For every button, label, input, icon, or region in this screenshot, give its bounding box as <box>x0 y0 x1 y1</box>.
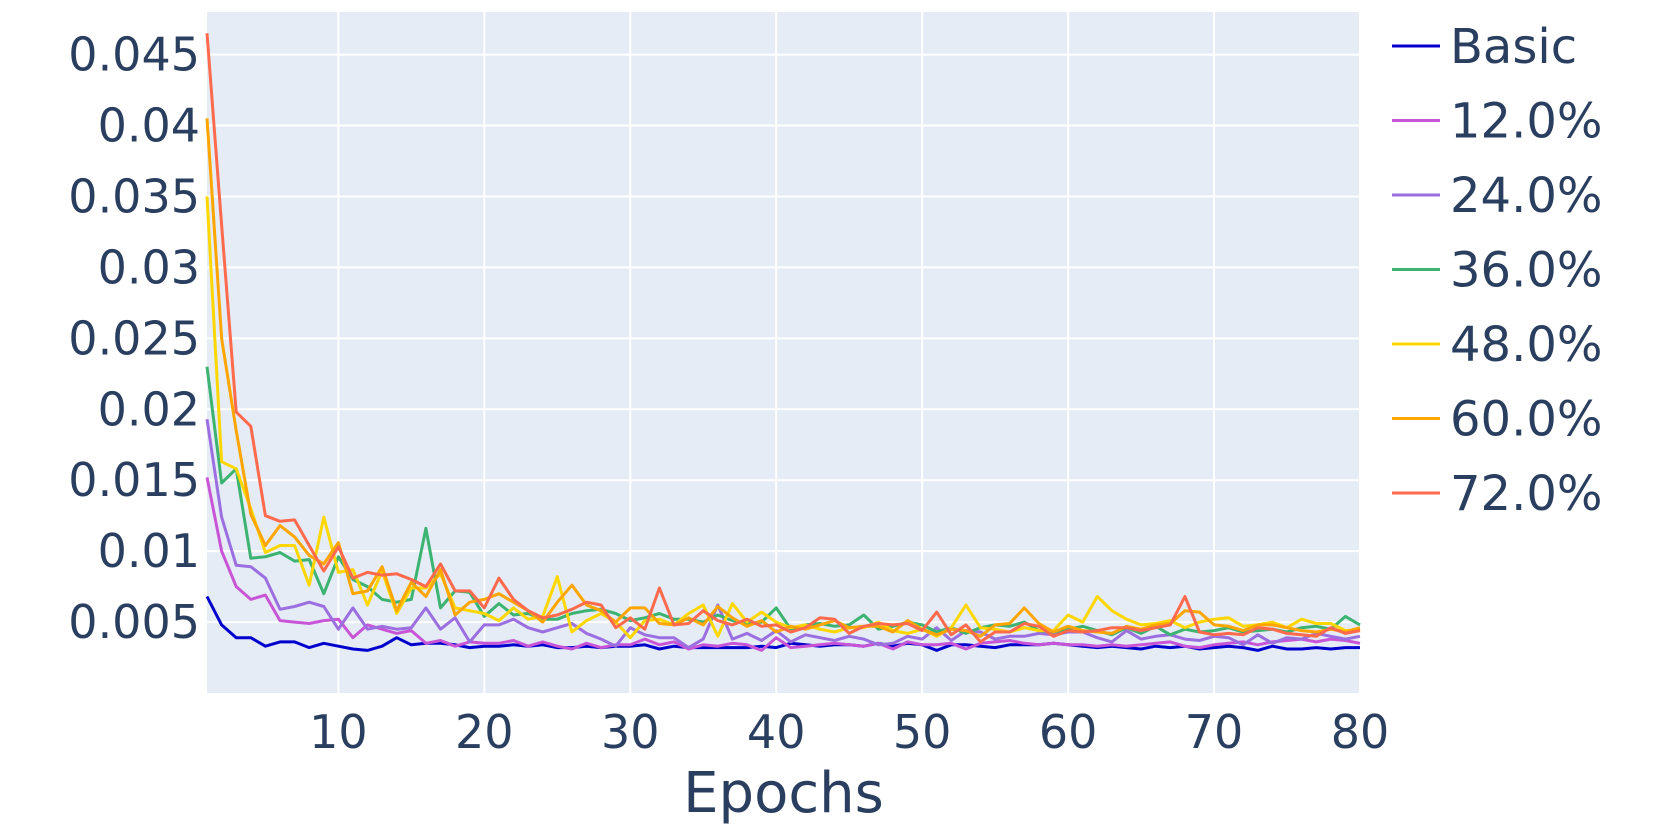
legend[interactable]: Basic 12.0% 24.0% 36.0% 48.0% 60.0% 72.0% <box>1392 19 1602 522</box>
legend-item[interactable]: 72.0% <box>1392 466 1602 522</box>
y-axis-ticks: 0.005 0.01 0.015 0.02 0.025 0.03 0.035 0.04 0.04… <box>68 28 200 650</box>
x-tick-label: 50 <box>893 705 952 759</box>
y-tick-label: 0.035 <box>68 169 200 223</box>
x-tick-label: 20 <box>455 705 514 759</box>
x-tick-label: 80 <box>1331 705 1390 759</box>
y-tick-label: 0.005 <box>68 595 200 649</box>
legend-label: 60.0% <box>1450 392 1602 448</box>
y-tick-label: 0.01 <box>98 524 200 578</box>
legend-item[interactable]: 12.0% <box>1392 94 1602 150</box>
y-tick-label: 0.015 <box>68 453 200 507</box>
y-tick-label: 0.03 <box>98 240 200 294</box>
x-tick-label: 60 <box>1039 705 1098 759</box>
x-tick-label: 10 <box>309 705 368 759</box>
y-tick-label: 0.02 <box>98 382 200 436</box>
series-line-6 <box>205 33 1361 644</box>
legend-label: 24.0% <box>1450 168 1602 224</box>
legend-label: 36.0% <box>1450 243 1602 299</box>
legend-item[interactable]: 60.0% <box>1392 392 1602 448</box>
x-axis-title: Epochs <box>683 761 884 826</box>
legend-label: 72.0% <box>1450 466 1602 522</box>
grid-lines <box>207 12 1361 693</box>
legend-item[interactable]: 24.0% <box>1392 168 1602 224</box>
legend-label: 12.0% <box>1450 94 1602 150</box>
legend-label: 48.0% <box>1450 317 1602 373</box>
x-tick-label: 30 <box>601 705 660 759</box>
x-axis-ticks: 10 20 30 40 50 60 70 80 <box>309 705 1389 759</box>
y-tick-label: 0.04 <box>98 99 200 153</box>
series-line-3 <box>205 366 1361 637</box>
legend-item[interactable]: Basic <box>1392 19 1577 75</box>
y-tick-label: 0.025 <box>68 311 200 365</box>
series-lines <box>205 33 1361 652</box>
plot-background <box>207 12 1360 693</box>
legend-item[interactable]: 36.0% <box>1392 243 1602 299</box>
series-line-4 <box>205 196 1361 640</box>
x-tick-label: 40 <box>747 705 806 759</box>
x-tick-label: 70 <box>1185 705 1244 759</box>
y-tick-label: 0.045 <box>68 28 200 82</box>
legend-item[interactable]: 48.0% <box>1392 317 1602 373</box>
series-line-1 <box>205 477 1361 652</box>
series-line-0 <box>205 595 1360 652</box>
legend-label: Basic <box>1450 19 1577 75</box>
